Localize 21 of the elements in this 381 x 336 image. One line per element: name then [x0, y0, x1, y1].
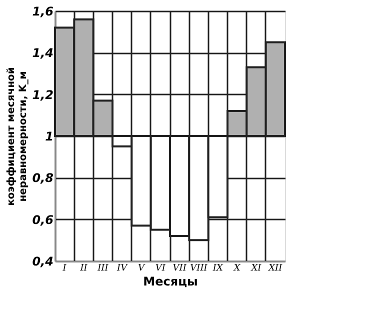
x-tick-label: X [232, 264, 241, 274]
x-tick-label: V [138, 264, 146, 274]
y-tick-label: 1,4 [32, 46, 54, 60]
y-tick-label: 1,6 [32, 4, 54, 18]
y-tick-label: 0,6 [32, 212, 54, 227]
y-tick-label: 1 [45, 130, 54, 144]
x-tick-label: VII [172, 264, 187, 274]
x-tick-label: IX [212, 264, 224, 274]
x-tick-label: VI [155, 264, 166, 274]
x-tick-label: XI [250, 264, 262, 274]
y-tick-label: 1,2 [32, 88, 54, 102]
y-axis-title: коэффициент месячной неравномерности, K_м [6, 67, 30, 206]
x-axis-title: Месяцы [143, 274, 198, 288]
x-tick-label: XII [268, 264, 283, 274]
x-tick-label: III [96, 264, 109, 274]
x-tick-label: II [79, 264, 88, 274]
y-tick-label: 0,4 [32, 254, 54, 268]
x-tick-label: I [62, 264, 67, 274]
x-tick-label: IV [116, 264, 129, 274]
x-tick-label: VIII [190, 264, 208, 274]
y-tick-label: 0,8 [32, 171, 54, 186]
